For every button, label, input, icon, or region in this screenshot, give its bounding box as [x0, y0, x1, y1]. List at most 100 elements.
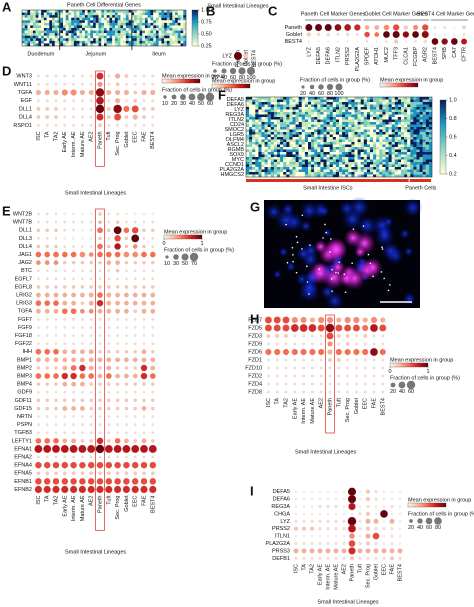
heatmap-cell — [27, 22, 31, 26]
heatmap-cell — [38, 43, 42, 47]
heatmap-cell — [125, 30, 129, 34]
heatmap-cell — [112, 17, 116, 21]
size-legend-label: 60 — [318, 91, 324, 97]
heatmap-cell — [270, 122, 274, 125]
dot — [36, 406, 41, 411]
heatmap-cell — [155, 10, 159, 13]
heatmap-cell — [258, 117, 262, 120]
dot — [336, 33, 340, 36]
heatmap-cell — [286, 154, 290, 158]
heatmap-cell — [264, 144, 268, 148]
heatmap-cell — [41, 40, 44, 44]
heatmap-cell — [261, 114, 265, 118]
size-legend-dot — [425, 517, 433, 525]
heatmap-cell — [323, 129, 327, 133]
heatmap-cell — [401, 114, 405, 118]
heatmap-cell — [351, 157, 355, 160]
heatmap-cell — [329, 137, 333, 140]
heatmap-cell — [277, 134, 281, 138]
heatmap-cell — [60, 25, 64, 29]
heatmap-cell — [326, 159, 330, 163]
heatmap-cell — [317, 107, 321, 110]
heatmap-cell — [76, 40, 80, 44]
heatmap-cell — [304, 137, 309, 140]
heatmap-cell — [320, 134, 324, 138]
row-label: FZD3 — [248, 333, 262, 339]
heatmap-cell — [158, 43, 162, 47]
heatmap-cell — [79, 20, 83, 23]
row-label: PRSS2 — [272, 526, 290, 532]
colorbar — [407, 502, 447, 508]
heatmap-cell — [422, 167, 426, 170]
smoc2-dot — [292, 260, 294, 263]
heatmap-cell — [382, 159, 386, 163]
heatmap-cell — [267, 164, 271, 168]
heatmap-cell — [246, 134, 250, 138]
heatmap-cell — [35, 22, 39, 26]
heatmap-cell — [335, 104, 340, 108]
heatmap-cell — [354, 119, 358, 123]
heatmap-cell — [24, 17, 28, 21]
dot — [383, 31, 390, 38]
heatmap-cell — [382, 149, 386, 153]
heatmap-cell — [342, 132, 346, 135]
heatmap-cell — [41, 25, 44, 29]
heatmap-cell — [404, 114, 408, 118]
heatmap-cell — [76, 17, 80, 21]
dot — [53, 292, 59, 298]
heatmap-cell — [114, 30, 118, 34]
dot — [142, 342, 146, 345]
heatmap-cell — [339, 109, 343, 113]
heatmap-cell — [38, 33, 42, 36]
heatmap-cell — [286, 109, 290, 113]
heatmap-cell — [84, 10, 88, 13]
heatmap-cell — [32, 28, 36, 31]
dot — [107, 342, 110, 345]
heatmap-cell — [117, 38, 121, 41]
dot — [125, 415, 128, 418]
heatmap-cell — [270, 104, 274, 108]
heatmap-cell — [258, 102, 262, 105]
heatmap-cell — [175, 20, 178, 23]
heatmap-cell — [401, 132, 405, 135]
heatmap-cell — [376, 102, 380, 105]
size-legend-dot — [221, 68, 227, 74]
dot — [373, 548, 379, 554]
heatmap-cell — [342, 139, 346, 143]
dot — [44, 260, 50, 265]
row-label: JAG1 — [18, 252, 32, 258]
heatmap-cell — [106, 40, 110, 44]
heatmap-cell — [366, 127, 371, 130]
dot — [142, 326, 146, 329]
dot — [36, 292, 41, 298]
heatmap-cell — [120, 15, 124, 18]
heatmap-cell — [335, 154, 340, 158]
heatmap-cell — [252, 124, 256, 128]
dot — [318, 519, 322, 523]
dot — [355, 382, 358, 386]
heatmap-cell — [407, 102, 411, 105]
heatmap-cell — [280, 107, 284, 110]
heatmap-cell — [363, 152, 367, 155]
heatmap-cell — [246, 139, 250, 143]
dot — [267, 390, 270, 394]
dot — [151, 99, 155, 102]
dot — [61, 478, 69, 485]
heatmap-cell — [114, 22, 118, 26]
heatmap-cell — [379, 162, 383, 165]
dot — [115, 269, 120, 273]
heatmap-cell — [255, 152, 259, 155]
dot — [375, 40, 378, 43]
heatmap-cell — [385, 107, 389, 110]
heatmap-cell — [397, 169, 402, 173]
heatmap-cell — [134, 43, 137, 47]
heatmap-cell — [169, 10, 173, 13]
heatmap-cell — [357, 132, 361, 135]
heatmap-cell — [112, 22, 116, 26]
dot — [342, 505, 346, 508]
heatmap-cell — [407, 119, 411, 123]
dot — [291, 348, 298, 356]
heatmap-cell — [267, 99, 271, 103]
heatmap-cell — [273, 162, 278, 165]
heatmap-cell — [301, 134, 305, 138]
